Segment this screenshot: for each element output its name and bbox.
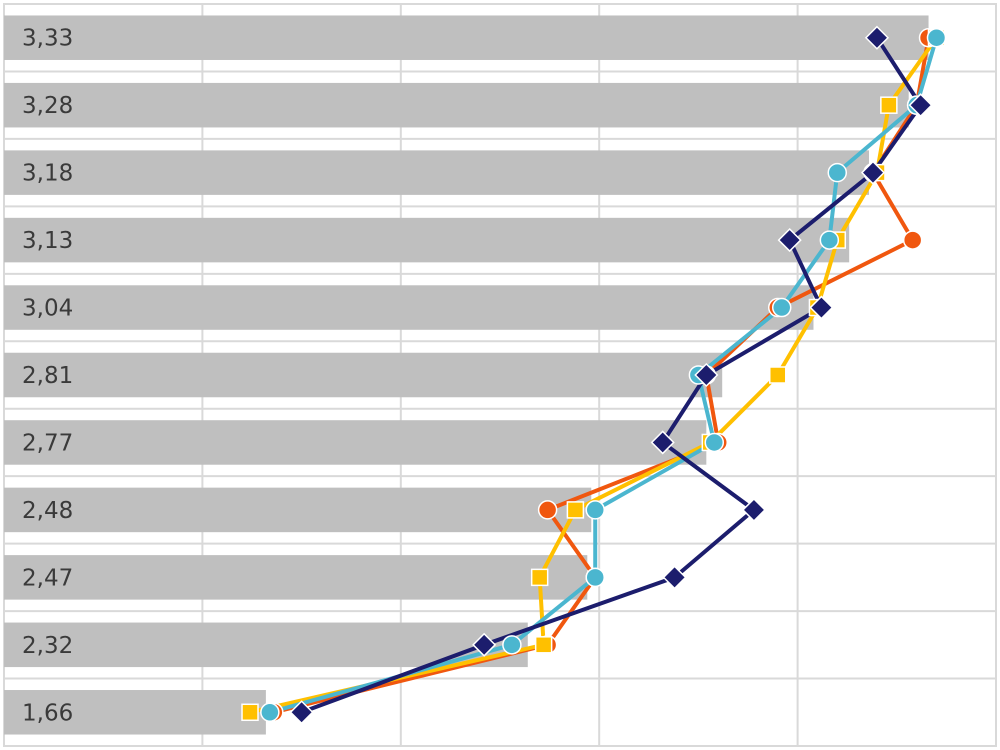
bar — [4, 690, 266, 735]
series-point — [771, 297, 792, 318]
bar-label: 1,66 — [22, 700, 73, 726]
series-point — [530, 568, 549, 587]
series-point — [537, 500, 558, 520]
series-point — [741, 497, 767, 522]
bars — [4, 15, 929, 735]
bar-label: 3,18 — [22, 161, 73, 187]
bar — [4, 352, 723, 398]
series-point — [241, 703, 259, 722]
series-point — [502, 635, 522, 655]
bar-label: 3,04 — [22, 296, 73, 322]
series-point — [769, 366, 787, 384]
bar — [4, 217, 850, 263]
series-point — [777, 228, 802, 253]
bar-label: 2,77 — [22, 430, 73, 456]
series-markers — [241, 25, 947, 725]
series-point — [860, 160, 886, 185]
bar-label: 2,32 — [22, 633, 73, 659]
bar-label: 3,33 — [22, 26, 73, 52]
series-point — [694, 362, 719, 388]
series-point — [864, 25, 890, 50]
bar — [4, 82, 909, 128]
series-point — [819, 230, 840, 250]
series-point — [880, 96, 898, 114]
bar-label: 2,81 — [22, 363, 73, 389]
bar-label: 3,13 — [22, 228, 73, 254]
series-point — [566, 501, 585, 519]
bar — [4, 15, 929, 60]
bar — [4, 420, 707, 465]
bar-labels: 3,33 3,28 3,18 3,13 3,04 2,81 2,77 2,48 2,47 2,32… — [22, 26, 73, 727]
series-point — [650, 430, 675, 455]
series-point — [827, 162, 848, 183]
series-point — [662, 565, 687, 590]
series-point — [260, 702, 280, 723]
series-point — [926, 27, 947, 48]
bar — [4, 150, 870, 195]
series-point — [809, 295, 834, 320]
series-point — [585, 567, 605, 588]
series-point — [472, 632, 497, 657]
series-point — [585, 500, 605, 520]
bar-label: 2,47 — [22, 565, 73, 591]
series-point — [704, 432, 725, 453]
bar — [4, 487, 592, 533]
bar-label: 3,28 — [22, 93, 73, 119]
series-point — [289, 700, 314, 725]
bar — [4, 555, 588, 600]
bar — [4, 285, 814, 330]
series-point — [908, 93, 933, 118]
series-point — [534, 636, 553, 654]
bar-label: 2,48 — [22, 498, 73, 524]
series-point — [902, 230, 923, 250]
